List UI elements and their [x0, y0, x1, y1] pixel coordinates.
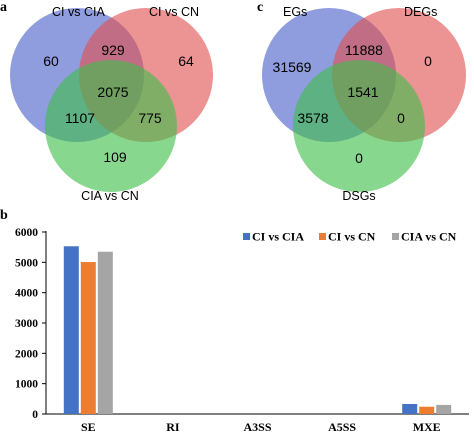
legend-label-2: CI vs CN — [328, 230, 376, 244]
venn-a-circle-3 — [45, 60, 177, 192]
legend-label-1: CI vs CIA — [252, 230, 304, 244]
venn-diagram-a: CI vs CIA CI vs CN CIA vs CN 60 64 109 9… — [10, 5, 213, 203]
venn-c-region-only-1: 31569 — [273, 59, 312, 75]
venn-c-circle-3 — [293, 60, 425, 192]
venn-a-region-only-3: 109 — [103, 149, 127, 165]
y-tick-label: 1000 — [15, 379, 38, 391]
venn-a-region-1-2: 929 — [101, 42, 125, 58]
legend-label-3: CIA vs CN — [401, 230, 457, 244]
y-tick-label: 4000 — [15, 288, 38, 300]
bar-marks — [63, 246, 452, 414]
panel-label-c: c — [257, 0, 263, 15]
y-tick-label: 5000 — [15, 257, 38, 269]
bar-se-series-2 — [80, 262, 96, 414]
bar-se-series-3 — [97, 251, 113, 414]
x-tick-label: A3SS — [243, 420, 271, 432]
venn-a-region-2-3: 775 — [138, 110, 162, 126]
venn-a-region-only-1: 60 — [43, 53, 59, 69]
legend-swatch-2 — [319, 233, 326, 240]
y-tick-label: 2000 — [15, 348, 38, 360]
y-axis-ticks: 0 1000 2000 3000 4000 5000 6000 — [15, 227, 46, 421]
venn-c-region-1-2: 11888 — [345, 42, 383, 58]
venn-c-region-only-2: 0 — [424, 53, 432, 69]
panel-label-a: a — [0, 0, 7, 15]
y-tick-label: 3000 — [15, 318, 38, 330]
venn-diagram-c: EGs DEGs DSGs 31569 0 0 11888 3578 0 154… — [262, 5, 466, 203]
bar-mxe-series-1 — [402, 403, 418, 414]
bar-chart-b: 0 1000 2000 3000 4000 5000 6000 SE RI A3SS A5SS MX… — [15, 227, 469, 432]
venn-c-region-1-3: 3578 — [297, 110, 328, 126]
x-tick-label: SE — [81, 420, 96, 432]
venn-a-region-1-3: 1107 — [65, 110, 95, 126]
legend-swatch-3 — [392, 233, 399, 240]
x-tick-label: A5SS — [328, 420, 356, 432]
bar-mxe-series-3 — [436, 404, 452, 414]
venn-a-set-label-3: CIA vs CN — [81, 189, 139, 203]
venn-a-set-label-1: CI vs CIA — [52, 5, 105, 19]
bar-mxe-series-2 — [419, 406, 435, 414]
venn-c-set-label-3: DSGs — [342, 189, 375, 203]
x-axis-ticks: SE RI A3SS A5SS MXE — [81, 420, 441, 432]
legend: CI vs CIA CI vs CN CIA vs CN — [243, 230, 457, 244]
venn-c-region-center: 1541 — [347, 84, 378, 100]
x-tick-label: RI — [166, 420, 180, 432]
bar-se-series-1 — [63, 246, 79, 414]
venn-c-region-only-3: 0 — [355, 150, 363, 166]
venn-a-set-label-2: CI vs CN — [149, 5, 199, 19]
x-tick-label: MXE — [413, 420, 441, 432]
y-tick-label: 6000 — [15, 227, 38, 239]
venn-c-region-2-3: 0 — [397, 110, 405, 126]
venn-c-set-label-2: DEGs — [404, 5, 437, 19]
venn-a-region-only-2: 64 — [178, 53, 194, 69]
venn-c-set-label-1: EGs — [283, 5, 307, 19]
y-tick-label: 0 — [32, 409, 38, 421]
panel-label-b: b — [0, 208, 8, 223]
legend-swatch-1 — [243, 233, 250, 240]
venn-a-region-center: 2075 — [97, 84, 128, 100]
